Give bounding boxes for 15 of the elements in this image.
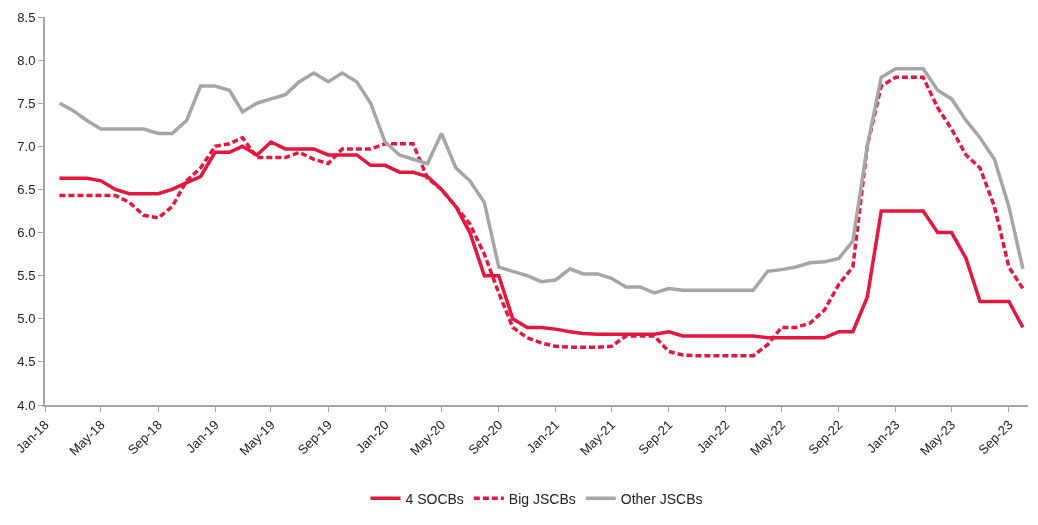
y-tick-label: 6.0 (17, 225, 36, 241)
y-tick-label: 7.0 (17, 138, 36, 154)
legend-label: Big JSCBs (508, 490, 576, 507)
y-tick-label: 5.5 (17, 268, 36, 284)
y-tick-label: 4.5 (17, 354, 36, 370)
y-tick-label: 7.5 (17, 95, 36, 111)
y-tick-label: 6.5 (17, 181, 36, 197)
line-series (57, 75, 1025, 358)
y-tick-label: 8.0 (17, 52, 36, 68)
legend-label: Other JSCBs (620, 490, 703, 507)
y-tick-label: 4.0 (17, 397, 36, 413)
legend-label: 4 SOCBs (405, 490, 464, 507)
line-series (57, 66, 1025, 295)
y-tick-label: 8.5 (17, 9, 36, 25)
y-tick-label: 5.0 (17, 311, 36, 327)
